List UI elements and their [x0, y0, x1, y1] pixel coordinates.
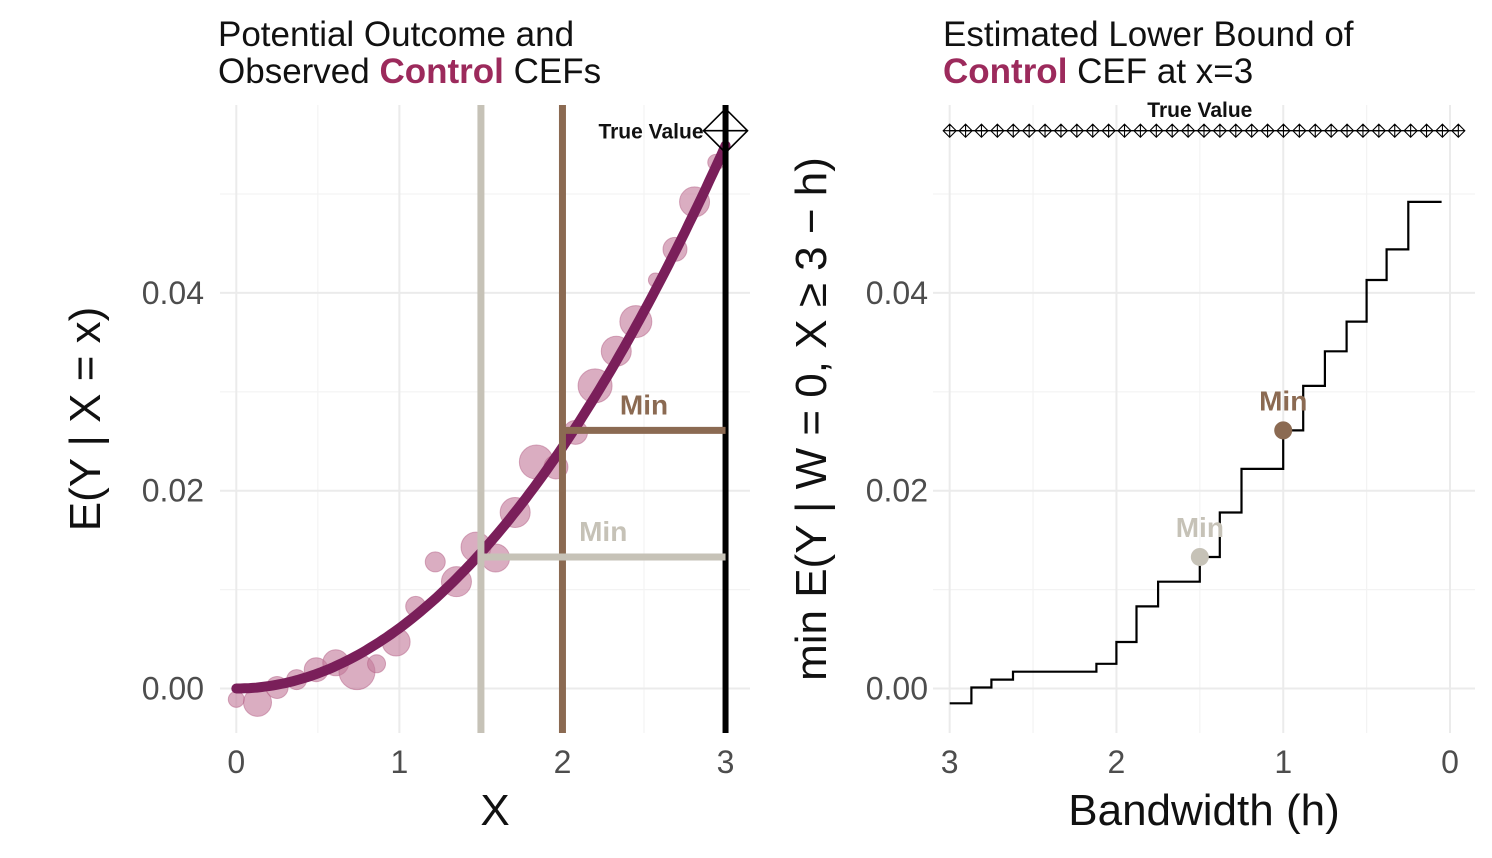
true-value-diamond: [1244, 123, 1259, 138]
true-value-marker: [702, 107, 749, 154]
left-x-tick-label: 2: [554, 744, 572, 780]
right-x-tick-label: 3: [941, 744, 959, 780]
true-value-diamond: [990, 123, 1005, 138]
right-x-tick-label: 2: [1108, 744, 1126, 780]
true-value-diamond: [1355, 123, 1371, 138]
true-value-diamond: [958, 123, 973, 138]
left-x-tick-label: 3: [717, 744, 735, 780]
bandwidth-marker: [1190, 547, 1209, 566]
true-value-diamond: [1117, 123, 1132, 138]
left-panel: 0.00 0.02 0.04 0 1 2 3 X E(Y | X = x) Min Min True …: [61, 105, 750, 835]
right-chart-title: Estimated Lower Bound of Control CEF at …: [943, 16, 1354, 90]
true-value-diamond: [1101, 123, 1116, 138]
true-value-diamond: [1307, 123, 1323, 138]
true-value-diamond: [1276, 123, 1291, 138]
data-point: [367, 654, 387, 674]
min-label: Min: [579, 516, 627, 547]
left-title-line2-pre: Observed: [218, 52, 380, 91]
left-x-axis-title: X: [480, 786, 509, 835]
left-title-line-1: Potential Outcome and: [218, 15, 575, 54]
left-gridlines: [220, 105, 750, 733]
true-value-diamond: [1037, 123, 1053, 138]
left-title-highlight: Control: [379, 52, 504, 91]
true-value-diamond: [1451, 123, 1466, 138]
left-scatter-points: [227, 153, 725, 717]
true-value-diamond: [1164, 123, 1180, 138]
right-y-tick-label: 0.04: [866, 275, 928, 311]
right-title-line-1: Estimated Lower Bound of: [943, 15, 1354, 54]
true-value-label: True Value: [1147, 99, 1252, 122]
true-value-diamond: [1339, 123, 1355, 138]
true-value-diamond: [1419, 123, 1434, 138]
right-y-axis-title: min E(Y | W = 0, X ≥ 3 − h): [787, 157, 836, 681]
left-title-line-2: Observed Control CEFs: [218, 53, 601, 90]
right-title-line-2: Control CEF at x=3: [943, 53, 1354, 90]
true-value-diamond: [974, 123, 989, 138]
right-x-tick-label: 0: [1441, 744, 1459, 780]
true-value-diamond: [1196, 123, 1212, 138]
true-value-diamond: [1387, 123, 1403, 138]
true-value-label: True Value: [598, 121, 703, 144]
right-y-tick-label: 0.02: [866, 473, 928, 509]
right-title-highlight: Control: [943, 52, 1068, 91]
data-point: [227, 690, 245, 708]
true-value-diamond: [1292, 123, 1307, 138]
right-panel: 0.00 0.02 0.04 3 2 1 0 Bandwidth (h) min E(Y | W…: [787, 99, 1475, 835]
true-value-diamond: [1021, 123, 1037, 138]
true-value-diamond: [1005, 123, 1021, 138]
right-y-tick-label: 0.00: [866, 670, 928, 706]
data-point: [424, 551, 446, 573]
right-x-tick-label: 1: [1274, 744, 1292, 780]
left-y-tick-label: 0.02: [142, 473, 204, 509]
true-value-diamond: [1371, 123, 1387, 138]
right-title-post: CEF at x=3: [1067, 52, 1254, 91]
left-chart-title: Potential Outcome and Observed Control C…: [218, 16, 601, 90]
true-value-diamond: [1085, 123, 1101, 138]
min-label: Min: [1176, 512, 1224, 543]
true-value-diamond: [1228, 123, 1244, 138]
true-value-diamond: [1053, 123, 1069, 138]
true-value-diamond: [1133, 123, 1148, 138]
right-gridlines: [933, 105, 1475, 733]
true-value-diamond: [1323, 123, 1339, 138]
left-title-post: CEFs: [503, 52, 602, 91]
true-value-diamond: [1435, 123, 1450, 138]
true-value-diamond: [1180, 123, 1196, 138]
true-value-diamond: [1403, 123, 1418, 138]
true-value-diamond: [1149, 123, 1164, 138]
true-value-markers: [942, 123, 1466, 138]
lower-bound-step-line: [949, 200, 1442, 705]
true-value-diamond: [1260, 123, 1275, 138]
true-value-diamond: [942, 123, 957, 138]
left-y-tick-label: 0.04: [142, 275, 204, 311]
true-value-diamond: [1212, 123, 1228, 138]
right-x-axis-title: Bandwidth (h): [1068, 786, 1339, 835]
bandwidth-marker: [1274, 421, 1293, 440]
left-x-tick-label: 1: [390, 744, 408, 780]
left-x-tick-label: 0: [227, 744, 245, 780]
min-label: Min: [620, 390, 668, 421]
left-y-tick-label: 0.00: [142, 670, 204, 706]
min-label: Min: [1259, 386, 1307, 417]
left-y-axis-title: E(Y | X = x): [61, 307, 110, 532]
true-value-diamond: [1069, 123, 1085, 138]
